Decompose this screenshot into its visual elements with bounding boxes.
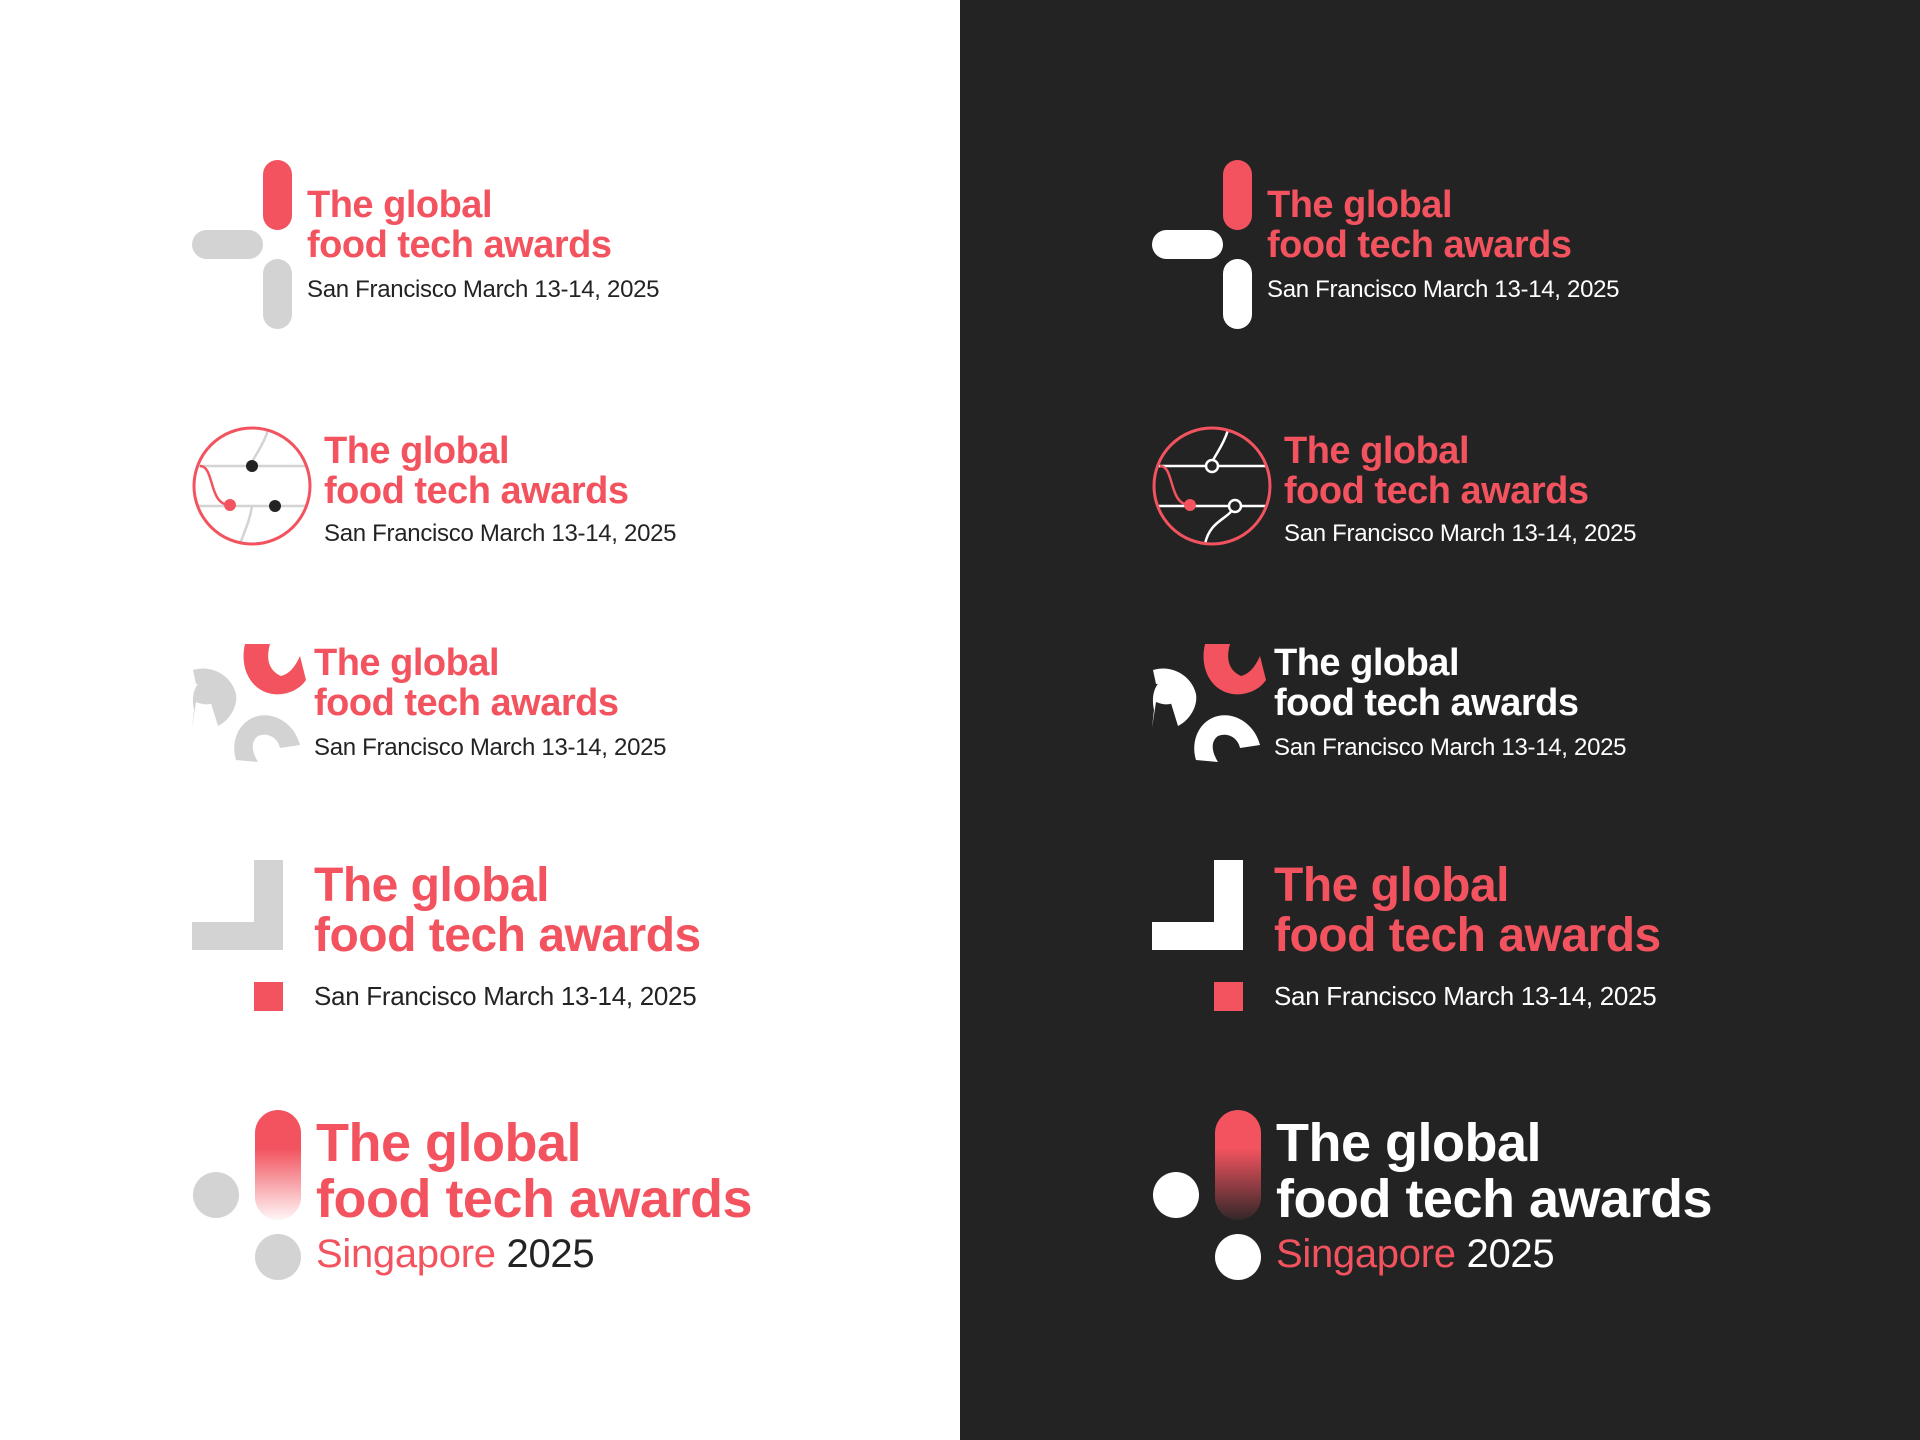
logo-title-line2: food tech awards bbox=[1284, 470, 1589, 512]
logo-variant-corner-light: The global food tech awards San Francisc… bbox=[0, 860, 960, 1100]
logo-variant-plus-dark: The global food tech awards San Francisc… bbox=[960, 150, 1920, 390]
logo-subtitle: San Francisco March 13-14, 2025 bbox=[314, 734, 667, 761]
logo-title-line1: The global bbox=[1267, 184, 1453, 226]
plus-cross-mark-icon bbox=[192, 160, 292, 329]
logo-title-line1: The global bbox=[1284, 430, 1470, 472]
logo-variant-pinwheel-light: The global food tech awards San Francisc… bbox=[0, 640, 960, 880]
logo-subtitle: San Francisco March 13-14, 2025 bbox=[1274, 734, 1627, 761]
logo-title-line1: The global bbox=[1274, 642, 1460, 684]
logo-city: Singapore bbox=[1276, 1232, 1456, 1276]
logo-title-line2: food tech awards bbox=[1276, 1169, 1713, 1229]
logo-subtitle: San Francisco March 13-14, 2025 bbox=[1284, 520, 1637, 547]
logo-year: 2025 bbox=[506, 1232, 595, 1276]
logo-title-line1: The global bbox=[307, 184, 493, 226]
logo-title-line1: The global bbox=[324, 430, 510, 472]
logo-subtitle: San Francisco March 13-14, 2025 bbox=[307, 276, 660, 303]
logo-subtitle: San Francisco March 13-14, 2025 bbox=[324, 520, 677, 547]
logo-location-line: Singapore 2025 bbox=[1276, 1232, 1555, 1277]
logo-subtitle: San Francisco March 13-14, 2025 bbox=[1274, 981, 1657, 1011]
logo-subtitle: San Francisco March 13-14, 2025 bbox=[314, 981, 697, 1011]
logo-variant-dots-dark: The global food tech awards Singapore 20… bbox=[960, 1100, 1920, 1340]
corner-square-mark-icon bbox=[192, 860, 283, 1011]
logo-year: 2025 bbox=[1466, 1232, 1555, 1276]
circle-network-mark-icon bbox=[192, 426, 312, 546]
logo-title-line2: food tech awards bbox=[1267, 224, 1572, 266]
logo-title-line2: food tech awards bbox=[314, 682, 619, 724]
logo-location-line: Singapore 2025 bbox=[316, 1232, 595, 1277]
logo-title-line1: The global bbox=[314, 859, 550, 912]
logo-variant-plus-light: The global food tech awards San Francisc… bbox=[0, 150, 960, 390]
pinwheel-mark-icon bbox=[192, 644, 306, 762]
corner-square-mark-icon bbox=[1152, 860, 1243, 1011]
light-background-panel: The global food tech awards San Francisc… bbox=[0, 150, 960, 1340]
logo-title-line1: The global bbox=[314, 642, 500, 684]
circle-network-mark-icon bbox=[1152, 426, 1272, 546]
logo-subtitle: San Francisco March 13-14, 2025 bbox=[1267, 276, 1620, 303]
dots-pill-mark-icon bbox=[193, 1110, 301, 1280]
logo-title-line2: food tech awards bbox=[307, 224, 612, 266]
logo-variant-pinwheel-dark: The global food tech awards San Francisc… bbox=[960, 640, 1920, 880]
logo-title-line1: The global bbox=[1276, 1113, 1542, 1173]
dark-background-panel: The global food tech awards San Francisc… bbox=[960, 0, 1920, 1440]
logo-title-line2: food tech awards bbox=[1274, 909, 1661, 962]
logo-title-line2: food tech awards bbox=[324, 470, 629, 512]
logo-variant-circle-dark: The global food tech awards San Francisc… bbox=[960, 420, 1920, 660]
logo-title-line1: The global bbox=[1274, 859, 1510, 912]
logo-title-line2: food tech awards bbox=[316, 1169, 753, 1229]
dots-pill-mark-icon bbox=[1153, 1110, 1261, 1280]
plus-cross-mark-icon bbox=[1152, 160, 1252, 329]
logo-variant-circle-light: The global food tech awards San Francisc… bbox=[0, 420, 960, 660]
pinwheel-mark-icon bbox=[1152, 644, 1266, 762]
logo-variant-dots-light: The global food tech awards Singapore 20… bbox=[0, 1100, 960, 1340]
logo-variant-corner-dark: The global food tech awards San Francisc… bbox=[960, 860, 1920, 1100]
logo-title-line2: food tech awards bbox=[1274, 682, 1579, 724]
logo-city: Singapore bbox=[316, 1232, 496, 1276]
logo-title-line2: food tech awards bbox=[314, 909, 701, 962]
logo-title-line1: The global bbox=[316, 1113, 582, 1173]
